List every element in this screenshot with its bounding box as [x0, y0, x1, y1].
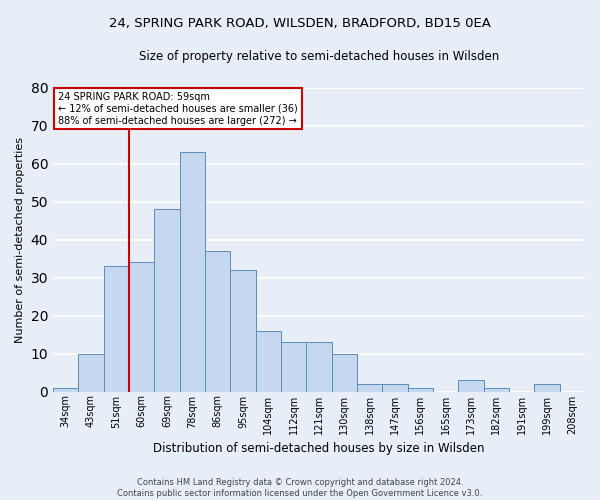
Bar — [104, 266, 129, 392]
Bar — [230, 270, 256, 392]
Text: Contains HM Land Registry data © Crown copyright and database right 2024.
Contai: Contains HM Land Registry data © Crown c… — [118, 478, 482, 498]
Bar — [256, 331, 281, 392]
Bar — [79, 354, 104, 392]
Bar — [357, 384, 382, 392]
Text: 24, SPRING PARK ROAD, WILSDEN, BRADFORD, BD15 0EA: 24, SPRING PARK ROAD, WILSDEN, BRADFORD,… — [109, 18, 491, 30]
Bar — [281, 342, 307, 392]
Bar — [205, 251, 230, 392]
Bar — [179, 152, 205, 392]
Bar — [407, 388, 433, 392]
Bar — [307, 342, 332, 392]
Y-axis label: Number of semi-detached properties: Number of semi-detached properties — [15, 136, 25, 342]
Bar — [382, 384, 407, 392]
Bar — [484, 388, 509, 392]
Bar — [129, 262, 154, 392]
Bar — [154, 210, 179, 392]
X-axis label: Distribution of semi-detached houses by size in Wilsden: Distribution of semi-detached houses by … — [153, 442, 485, 455]
Bar — [458, 380, 484, 392]
Bar — [53, 388, 79, 392]
Title: Size of property relative to semi-detached houses in Wilsden: Size of property relative to semi-detach… — [139, 50, 499, 63]
Bar — [535, 384, 560, 392]
Bar — [332, 354, 357, 392]
Text: 24 SPRING PARK ROAD: 59sqm
← 12% of semi-detached houses are smaller (36)
88% of: 24 SPRING PARK ROAD: 59sqm ← 12% of semi… — [58, 92, 298, 126]
